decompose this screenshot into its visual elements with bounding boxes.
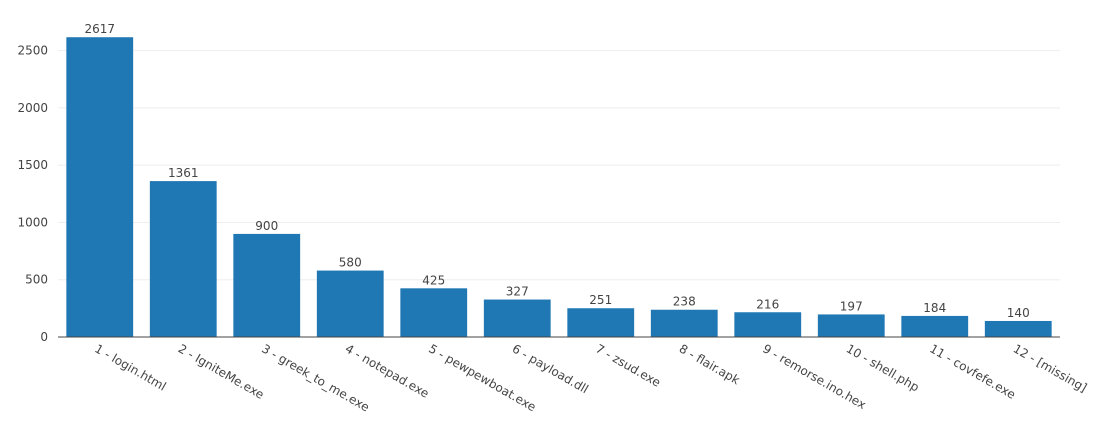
bar[interactable]	[149, 181, 217, 337]
x-tick-label: 2 - IgniteMe.exe	[176, 341, 267, 401]
x-tick-label: 1 - login.html	[92, 341, 168, 393]
bar[interactable]	[650, 309, 718, 337]
bar-value-label: 140	[1007, 306, 1030, 320]
data-labels: 2617 1361 900 580 425 327 251 238 216 197 184 140	[84, 22, 1029, 320]
x-tick-label: 6 - payload.dll	[510, 341, 591, 396]
bar-value-label: 327	[506, 285, 529, 299]
bar-value-label: 1361	[168, 166, 199, 180]
bar-value-label: 238	[673, 295, 696, 309]
bar[interactable]	[984, 320, 1052, 337]
x-tick-label: 12 - [missing]	[1011, 341, 1090, 394]
y-tick-label: 0	[40, 330, 48, 344]
x-tick-label: 7 - zsud.exe	[593, 341, 663, 389]
bar[interactable]	[400, 288, 468, 337]
bar[interactable]	[316, 270, 384, 337]
y-tick-label: 1500	[17, 158, 48, 172]
bar[interactable]	[567, 308, 635, 337]
bar-value-label: 184	[923, 301, 946, 315]
bar-value-label: 197	[840, 299, 863, 313]
bars	[66, 37, 1052, 337]
grid-lines	[58, 50, 1060, 281]
bar-value-label: 900	[255, 219, 278, 233]
bar-value-label: 251	[589, 293, 612, 307]
y-tick-label: 500	[25, 273, 48, 287]
x-tick-label: 10 - shell.php	[844, 341, 922, 394]
x-tick-label: 8 - flair.apk	[677, 341, 742, 387]
bar-value-label: 216	[756, 297, 779, 311]
bar[interactable]	[901, 315, 969, 337]
y-tick-label: 2000	[17, 101, 48, 115]
bar[interactable]	[483, 299, 551, 337]
bar[interactable]	[817, 314, 885, 337]
y-tick-label: 1000	[17, 215, 48, 229]
bar[interactable]	[66, 37, 134, 337]
x-tick-label: 11 - covfefe.exe	[927, 341, 1018, 401]
bar-value-label: 425	[422, 273, 445, 287]
x-tick-label: 4 - notepad.exe	[343, 341, 432, 400]
y-tick-label: 2500	[17, 44, 48, 58]
bar-value-label: 580	[339, 256, 362, 270]
bar-value-label: 2617	[84, 22, 115, 36]
bar[interactable]	[734, 312, 802, 337]
y-axis-ticks: 0 500 1000 1500 2000 2500	[17, 44, 48, 344]
bar[interactable]	[233, 233, 301, 337]
